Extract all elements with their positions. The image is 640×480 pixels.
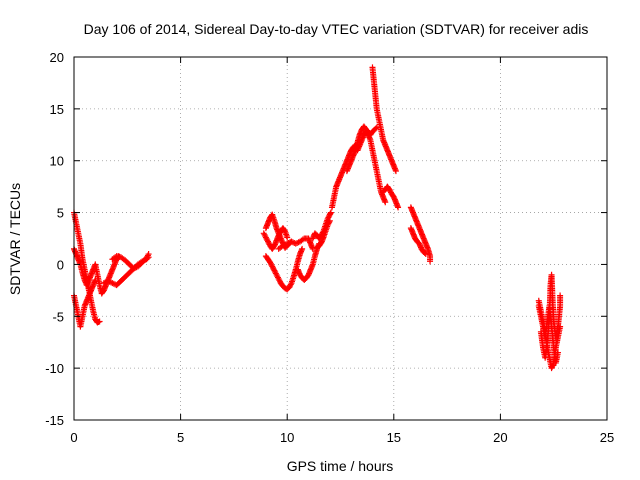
data-point [382,199,389,206]
data-point [287,281,294,288]
data-point [326,219,333,226]
data-point [145,251,152,258]
x-tick-label: 20 [493,430,507,445]
x-tick-label: 25 [600,430,614,445]
data-point [96,318,103,325]
y-axis-label: SDTVAR / TECUs [7,183,23,295]
data-point [557,292,564,299]
data-point [372,125,379,132]
data-point [144,252,151,259]
data-point [421,250,428,257]
x-tick-label: 10 [280,430,294,445]
plot-points [71,64,564,372]
data-point [326,217,333,224]
data-point [422,251,429,258]
y-tick-label: -15 [45,413,64,428]
grid [74,57,607,420]
x-tick-label: 15 [387,430,401,445]
x-tick-label: 5 [177,430,184,445]
data-point [395,204,402,211]
data-point [299,245,306,252]
data-point [284,234,291,241]
y-tick-label: -5 [52,309,64,324]
y-tick-label: 0 [57,257,64,272]
y-tick-label: -10 [45,361,64,376]
x-axis-label: GPS time / hours [287,458,394,474]
y-tick-label: 5 [57,206,64,221]
y-tick-label: 20 [50,50,64,65]
data-point [92,276,99,283]
plot-frame [73,56,608,421]
data-point [557,323,564,330]
y-tick-label: 15 [50,102,64,117]
axes: 0 5 10 15 20 25 -15 -10 -5 0 5 10 15 20 [45,50,614,445]
y-tick-label: 10 [50,154,64,169]
chart-title: Day 106 of 2014, Sidereal Day-to-day VTE… [84,21,589,37]
data-point [427,258,434,265]
data-point [392,168,399,175]
x-tick-label: 0 [70,430,77,445]
data-point [327,209,334,216]
